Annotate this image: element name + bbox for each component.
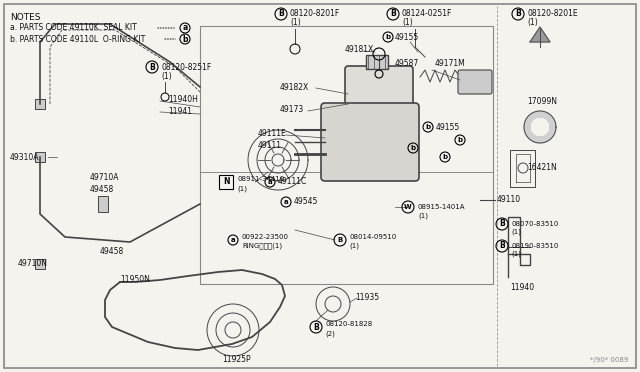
Text: 08120-8201E: 08120-8201E [527, 10, 578, 19]
Text: RINGリング(1): RINGリング(1) [242, 243, 282, 249]
Text: 49111C: 49111C [278, 177, 307, 186]
Text: 11940H: 11940H [168, 96, 198, 105]
Text: b: b [410, 145, 415, 151]
Text: 49111E: 49111E [258, 129, 287, 138]
Text: 49710A: 49710A [90, 173, 120, 182]
Polygon shape [530, 27, 550, 42]
Text: (1): (1) [527, 19, 538, 28]
Text: b: b [385, 34, 390, 40]
Text: 49155: 49155 [436, 122, 460, 131]
Text: 08120-81828: 08120-81828 [325, 321, 372, 327]
Text: N: N [223, 177, 229, 186]
Text: (1): (1) [161, 71, 172, 80]
Text: 08915-1401A: 08915-1401A [418, 204, 465, 210]
Text: 08911-34410: 08911-34410 [237, 176, 284, 182]
Text: B: B [337, 237, 342, 243]
Text: (1): (1) [349, 243, 359, 249]
Text: 49458: 49458 [90, 185, 115, 193]
Text: (1): (1) [511, 251, 521, 257]
Text: 49181X: 49181X [345, 45, 374, 55]
Text: 49171M: 49171M [435, 60, 466, 68]
Text: B: B [390, 10, 396, 19]
FancyBboxPatch shape [98, 196, 108, 212]
Text: 49111: 49111 [258, 141, 282, 151]
Text: (1): (1) [290, 19, 301, 28]
Text: b: b [442, 154, 447, 160]
Text: (1): (1) [237, 186, 247, 192]
Text: 16421N: 16421N [527, 163, 557, 171]
Text: a: a [230, 237, 236, 243]
FancyBboxPatch shape [35, 259, 45, 269]
Text: a: a [182, 23, 188, 32]
Text: 49173: 49173 [280, 106, 304, 115]
Text: 49110: 49110 [497, 196, 521, 205]
Text: 49710N: 49710N [18, 260, 48, 269]
Text: (1): (1) [402, 19, 413, 28]
Text: */90* 0089: */90* 0089 [589, 357, 628, 363]
Text: b: b [182, 35, 188, 44]
Polygon shape [531, 118, 549, 136]
FancyBboxPatch shape [35, 99, 45, 109]
Text: a: a [268, 179, 272, 185]
FancyBboxPatch shape [35, 152, 45, 162]
Text: 49310A: 49310A [10, 153, 40, 161]
Text: 49182X: 49182X [280, 83, 309, 92]
FancyBboxPatch shape [458, 70, 492, 94]
Text: 08124-0251F: 08124-0251F [402, 10, 452, 19]
Text: B: B [515, 10, 521, 19]
Text: b: b [426, 124, 431, 130]
Text: 08014-09510: 08014-09510 [349, 234, 396, 240]
Text: 49155: 49155 [395, 32, 419, 42]
Text: B: B [499, 219, 505, 228]
Polygon shape [524, 111, 556, 143]
Text: 11950N: 11950N [120, 276, 150, 285]
Text: b: b [458, 137, 463, 143]
Text: 17099N: 17099N [527, 97, 557, 106]
Text: NOTES: NOTES [10, 13, 40, 22]
Text: B: B [278, 10, 284, 19]
Text: 49587: 49587 [395, 60, 419, 68]
Text: 11941: 11941 [168, 106, 192, 115]
Text: 49545: 49545 [294, 198, 318, 206]
Text: 08190-83510: 08190-83510 [511, 243, 558, 249]
Text: a: a [284, 199, 288, 205]
Text: a. PARTS CODE 49110K  SEAL KIT: a. PARTS CODE 49110K SEAL KIT [10, 23, 137, 32]
Text: B: B [313, 323, 319, 331]
Text: B: B [499, 241, 505, 250]
Text: (1): (1) [418, 213, 428, 219]
FancyBboxPatch shape [366, 55, 388, 69]
Text: B: B [149, 62, 155, 71]
Text: (1): (1) [511, 229, 521, 235]
Text: 11925P: 11925P [222, 356, 251, 365]
Text: 08070-83510: 08070-83510 [511, 221, 558, 227]
Text: (2): (2) [325, 331, 335, 337]
Text: 11940: 11940 [510, 282, 534, 292]
Text: 08120-8251F: 08120-8251F [161, 62, 211, 71]
Text: 11935: 11935 [355, 292, 379, 301]
Text: 08120-8201F: 08120-8201F [290, 10, 340, 19]
Text: 49458: 49458 [100, 247, 124, 257]
FancyBboxPatch shape [345, 66, 413, 127]
Text: b. PARTS CODE 49110L  O-RING KIT: b. PARTS CODE 49110L O-RING KIT [10, 35, 145, 44]
FancyBboxPatch shape [321, 103, 419, 181]
Text: W: W [404, 204, 412, 210]
Text: 00922-23500: 00922-23500 [242, 234, 289, 240]
